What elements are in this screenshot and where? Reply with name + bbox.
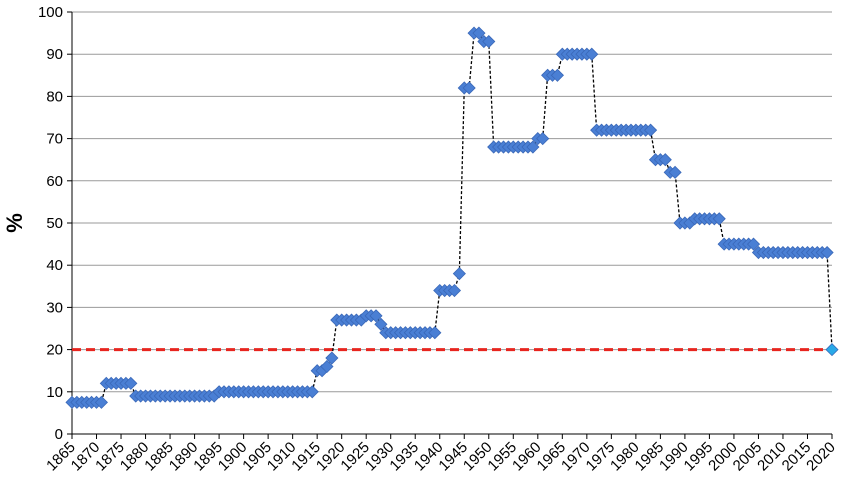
data-point (536, 132, 550, 146)
data-point (320, 359, 334, 374)
y-tick-label: 10 (46, 384, 63, 401)
data-point (668, 165, 682, 179)
data-point (447, 283, 462, 298)
data-point (124, 376, 138, 390)
data-point (369, 309, 383, 323)
y-tick-label: 90 (46, 46, 63, 63)
y-axis-label: % (2, 213, 27, 233)
data-point (462, 81, 476, 95)
data-point (482, 34, 496, 49)
y-tick-label: 0 (55, 426, 63, 443)
data-point (820, 245, 834, 260)
y-tick-label: 20 (46, 342, 63, 359)
data-point (374, 317, 388, 331)
y-tick-label: 80 (46, 88, 63, 105)
data-point (585, 47, 599, 61)
data-point (472, 26, 486, 40)
data-point (746, 237, 761, 251)
data-point (644, 123, 658, 137)
y-tick-label: 40 (46, 257, 63, 274)
y-tick-label: 100 (38, 4, 63, 21)
y-tick-label: 50 (46, 215, 63, 232)
data-point (526, 140, 540, 154)
y-tick-label: 60 (46, 173, 63, 190)
data-point (452, 267, 466, 281)
y-tick-label: 70 (46, 131, 63, 148)
data-point (325, 351, 339, 365)
data-point (825, 343, 839, 357)
y-tick-label: 30 (46, 299, 63, 316)
data-point (550, 68, 564, 82)
data-point (712, 212, 726, 226)
data-point (305, 385, 319, 399)
data-point (428, 326, 442, 340)
data-point (94, 395, 108, 409)
data-point (658, 153, 672, 167)
x-tick-label: 2020 (803, 439, 839, 475)
